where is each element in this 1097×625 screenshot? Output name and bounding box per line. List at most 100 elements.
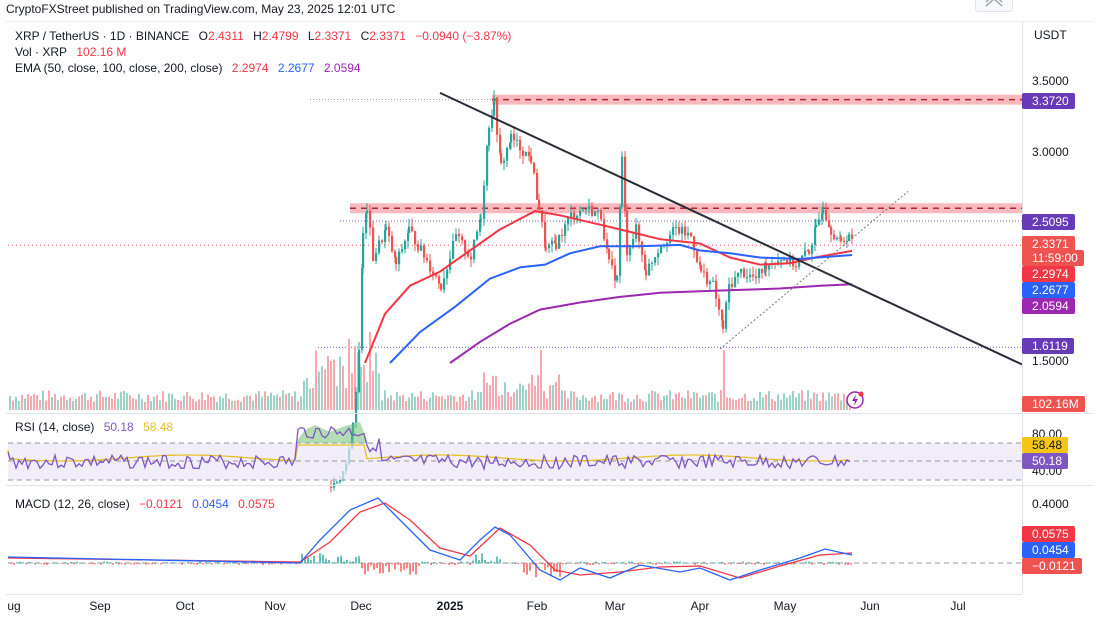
price-tick: 1.5000 [1032, 354, 1069, 368]
macd-hist-bar [211, 563, 213, 565]
volume-bar [144, 401, 146, 410]
volume-bar [576, 397, 578, 410]
macd-hist-bar [436, 563, 438, 565]
macd-hist-bar [40, 563, 42, 564]
ema-row: EMA (50, close, 100, close, 200, close) … [15, 60, 511, 76]
macd-hist-bar [46, 563, 48, 565]
volume-bar [234, 401, 236, 410]
volume-bar [708, 392, 710, 410]
macd-hist-bar [76, 561, 78, 564]
macd-hist-bar [364, 563, 366, 575]
volume-bar [51, 396, 53, 410]
macd-hist-bar [280, 563, 282, 565]
volume-bar [669, 390, 671, 410]
candle-body [740, 268, 743, 273]
candle-body [443, 278, 446, 290]
macd-hist-bar [178, 563, 180, 564]
macd-hist-bar [841, 562, 843, 564]
macd-hist-bar [559, 563, 561, 577]
candle-body [591, 206, 594, 216]
macd-hist-bar [742, 561, 744, 564]
macd-hist-bar [322, 554, 324, 564]
volume-bar [195, 401, 197, 410]
candle-body [846, 240, 849, 243]
volume-bar [777, 394, 779, 410]
macd-hist-bar [169, 563, 171, 564]
macd-hist-bar [463, 562, 465, 564]
macd-hist-bar [691, 562, 693, 564]
macd-hist-bar [208, 562, 210, 564]
symbol-label[interactable]: XRP / TetherUS · 1D · BINANCE [15, 29, 190, 43]
currency-selector[interactable]: USDT [1034, 28, 1067, 42]
macd-hist-bar [235, 562, 237, 564]
candle-body [541, 210, 544, 223]
ema-label[interactable]: EMA (50, close, 100, close, 200, close) [15, 61, 223, 75]
macd-hist-bar [187, 562, 189, 564]
candle-body [473, 239, 476, 260]
candle-body [483, 185, 486, 219]
pane-separator[interactable] [6, 485, 1094, 486]
macd-hist-tag: −0.0121 [1022, 558, 1082, 574]
volume-bar [387, 397, 389, 410]
time-tick: 2025 [436, 599, 464, 613]
candle-body [629, 247, 632, 255]
rsi-tag: 50.18 [1022, 453, 1069, 469]
time-axis[interactable] [6, 594, 1022, 622]
candle-body [632, 238, 635, 248]
volume-bar [834, 393, 836, 410]
macd-hist-bar [643, 563, 645, 564]
volume-bar [660, 400, 662, 410]
macd-hist-bar [397, 563, 399, 565]
macd-hist-bar [196, 563, 198, 565]
macd-hist-bar [637, 563, 639, 565]
volume-bar [630, 401, 632, 410]
volume-bar [531, 374, 533, 410]
macd-hist-bar [226, 563, 228, 564]
volume-bar [483, 372, 485, 410]
volume-bar [699, 397, 701, 410]
volume-bar [198, 399, 200, 410]
candle-body [407, 233, 410, 241]
volume-label[interactable]: Vol · XRP [15, 45, 68, 59]
volume-bar [525, 390, 527, 410]
candle-body [624, 156, 627, 211]
volume-bar [426, 401, 428, 410]
collapse-button[interactable] [975, 0, 1013, 12]
candle-body [801, 255, 804, 260]
volume-bar [162, 391, 164, 410]
macd-hist-bar [550, 563, 552, 576]
macd-hist-bar [355, 557, 357, 564]
macd-hist-bar [166, 562, 168, 564]
candle-body [446, 269, 449, 279]
volume-bar [384, 390, 386, 410]
macd-hist-bar [523, 563, 525, 573]
macd-line [7, 497, 853, 581]
volume-bar [165, 401, 167, 410]
countdown-tag: 11:59:00 [1022, 250, 1084, 266]
lightning-icon[interactable] [845, 389, 867, 411]
volume-bar [495, 376, 497, 410]
ema-line [449, 283, 853, 364]
pane-separator[interactable] [6, 413, 1094, 414]
macd-line-tag: 0.0454 [1022, 542, 1075, 558]
main-legend: XRP / TetherUS · 1D · BINANCE O2.4311 H2… [15, 28, 511, 76]
macd-hist-bar [526, 563, 528, 575]
macd-label[interactable]: MACD (12, 26, close) [15, 497, 130, 511]
rsi-label[interactable]: RSI (14, close) [15, 420, 95, 434]
candle-body [606, 239, 609, 249]
candle-body [811, 244, 814, 254]
macd-hist-bar [328, 559, 330, 564]
macd-hist-bar [553, 563, 555, 572]
volume-bar [177, 399, 179, 410]
macd-hist-bar [652, 563, 654, 565]
macd-hist-bar [49, 563, 51, 564]
candle-body [500, 152, 503, 163]
volume-bar [666, 395, 668, 410]
volume-bar [492, 375, 494, 410]
volume-bar [147, 394, 149, 410]
candle-body [361, 268, 364, 350]
candle-body [798, 259, 801, 267]
macd-hist-bar [724, 563, 726, 565]
candle-body [538, 199, 541, 211]
